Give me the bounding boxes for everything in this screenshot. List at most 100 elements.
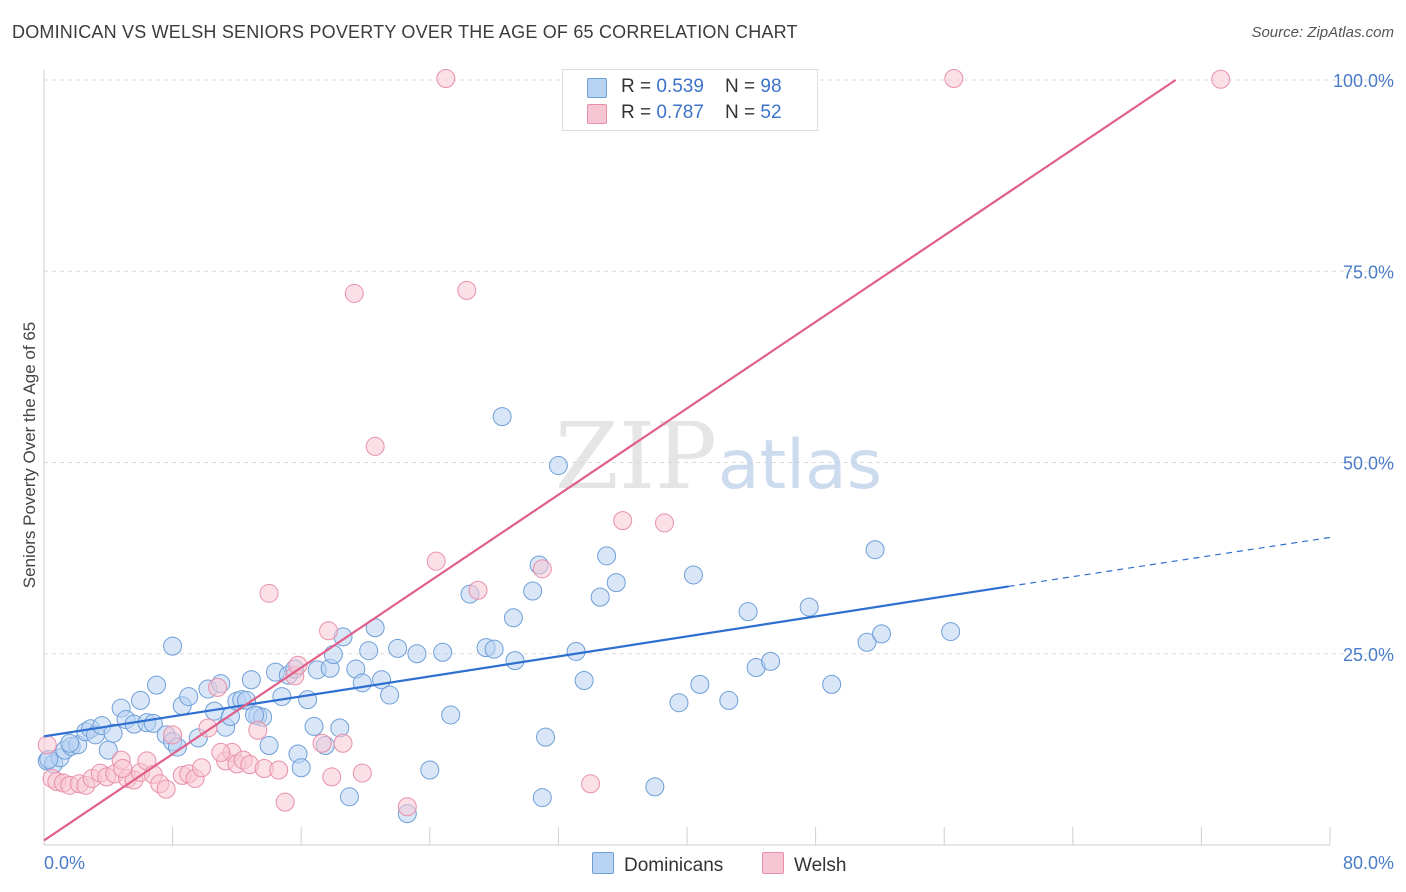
point-welsh (269, 760, 289, 780)
point-welsh (156, 779, 176, 799)
y-tick-label: 25.0% (1343, 645, 1394, 665)
point-dominicans (130, 690, 150, 710)
point-welsh (208, 677, 228, 697)
point-dominicans (590, 587, 610, 607)
point-dominicans (60, 733, 80, 753)
point-dominicans (872, 624, 892, 644)
point-dominicans (597, 546, 617, 566)
point-welsh (944, 68, 964, 88)
point-welsh (397, 797, 417, 817)
trend-line-dominicans-extension (1008, 536, 1331, 588)
bottom-legend-label-dominicans: Dominicans (624, 855, 724, 876)
point-welsh (333, 733, 353, 753)
x-tick-label: 80.0% (1343, 853, 1394, 873)
point-dominicans (323, 645, 343, 665)
watermark-atlas: atlas (718, 426, 882, 505)
watermark: ZIP atlas (555, 403, 882, 510)
point-welsh (532, 559, 552, 579)
point-dominicans (103, 723, 123, 743)
point-welsh (275, 792, 295, 812)
legend-r-label: R = (621, 102, 657, 123)
data-points (37, 68, 1231, 824)
point-dominicans (669, 693, 689, 713)
point-dominicans (492, 407, 512, 427)
bottom-legend-welsh: Welsh (762, 852, 846, 877)
point-welsh (113, 759, 133, 778)
point-dominicans (484, 639, 504, 659)
grid-lines (44, 79, 1394, 655)
point-dominicans (523, 581, 543, 601)
point-welsh (365, 436, 385, 456)
point-dominicans (761, 651, 781, 671)
point-welsh (344, 283, 364, 303)
point-welsh (468, 580, 488, 600)
point-dominicans (606, 573, 626, 593)
point-welsh (436, 68, 456, 88)
chart-title: DOMINICAN VS WELSH SENIORS POVERTY OVER … (12, 22, 798, 42)
point-welsh (322, 767, 342, 787)
point-dominicans (822, 674, 842, 694)
point-dominicans (574, 671, 594, 691)
legend-n-label: N = (725, 102, 761, 123)
legend-r-value-dominicans: 0.539 (656, 76, 704, 97)
point-dominicans (738, 602, 758, 622)
point-dominicans (330, 718, 350, 738)
point-welsh (312, 733, 332, 753)
legend-swatch-welsh (587, 104, 607, 124)
point-dominicans (380, 685, 400, 705)
tick-labels: 25.0% 50.0% 75.0% 100.0% 0.0% 80.0% (44, 71, 1394, 873)
point-dominicans (645, 777, 665, 797)
point-welsh (259, 583, 279, 603)
point-welsh (426, 551, 446, 571)
legend-text-dominicans: R = 0.539 N = 98 (621, 76, 782, 98)
legend-n-label: N = (725, 76, 761, 97)
point-dominicans (799, 597, 819, 617)
point-welsh (163, 725, 183, 745)
point-welsh (1211, 69, 1231, 89)
point-dominicans (259, 736, 279, 756)
legend-text-welsh: R = 0.787 N = 52 (621, 102, 782, 124)
y-tick-label: 100.0% (1333, 71, 1394, 91)
point-dominicans (304, 716, 324, 736)
point-dominicans (503, 608, 523, 628)
point-welsh (457, 280, 477, 300)
point-dominicans (566, 641, 586, 661)
legend-r-label: R = (621, 76, 657, 97)
point-dominicans (505, 651, 525, 671)
correlation-legend: R = 0.539 N = 98 R = 0.787 N = 52 (562, 69, 818, 131)
y-tick-label: 50.0% (1343, 454, 1394, 474)
x-tick-label: 0.0% (44, 853, 85, 873)
point-welsh (192, 758, 212, 778)
point-dominicans (272, 687, 292, 707)
point-dominicans (441, 705, 461, 725)
point-welsh (613, 511, 633, 531)
legend-n-value-dominicans: 98 (760, 76, 782, 97)
point-dominicans (147, 675, 167, 695)
y-tick-label: 75.0% (1343, 262, 1394, 282)
trend-lines (43, 79, 1331, 842)
point-welsh (319, 621, 339, 641)
point-dominicans (690, 674, 710, 694)
point-dominicans (241, 670, 261, 690)
point-dominicans (683, 565, 703, 585)
point-dominicans (179, 687, 199, 707)
point-welsh (654, 513, 674, 533)
source-label: Source: ZipAtlas.com (1251, 24, 1394, 41)
point-welsh (248, 720, 268, 740)
point-dominicans (433, 642, 453, 662)
legend-r-value-welsh: 0.787 (656, 102, 704, 123)
point-dominicans (388, 638, 408, 658)
point-dominicans (532, 788, 552, 808)
point-dominicans (941, 622, 961, 642)
point-welsh (581, 774, 601, 794)
point-welsh (352, 763, 372, 783)
point-dominicans (865, 540, 885, 560)
point-dominicans (245, 705, 265, 725)
point-welsh (288, 655, 308, 675)
point-dominicans (359, 641, 379, 661)
point-dominicans (339, 787, 359, 807)
bottom-legend-label-welsh: Welsh (794, 855, 847, 876)
point-dominicans (857, 632, 877, 652)
bottom-legend-dominicans: Dominicans (592, 852, 723, 877)
